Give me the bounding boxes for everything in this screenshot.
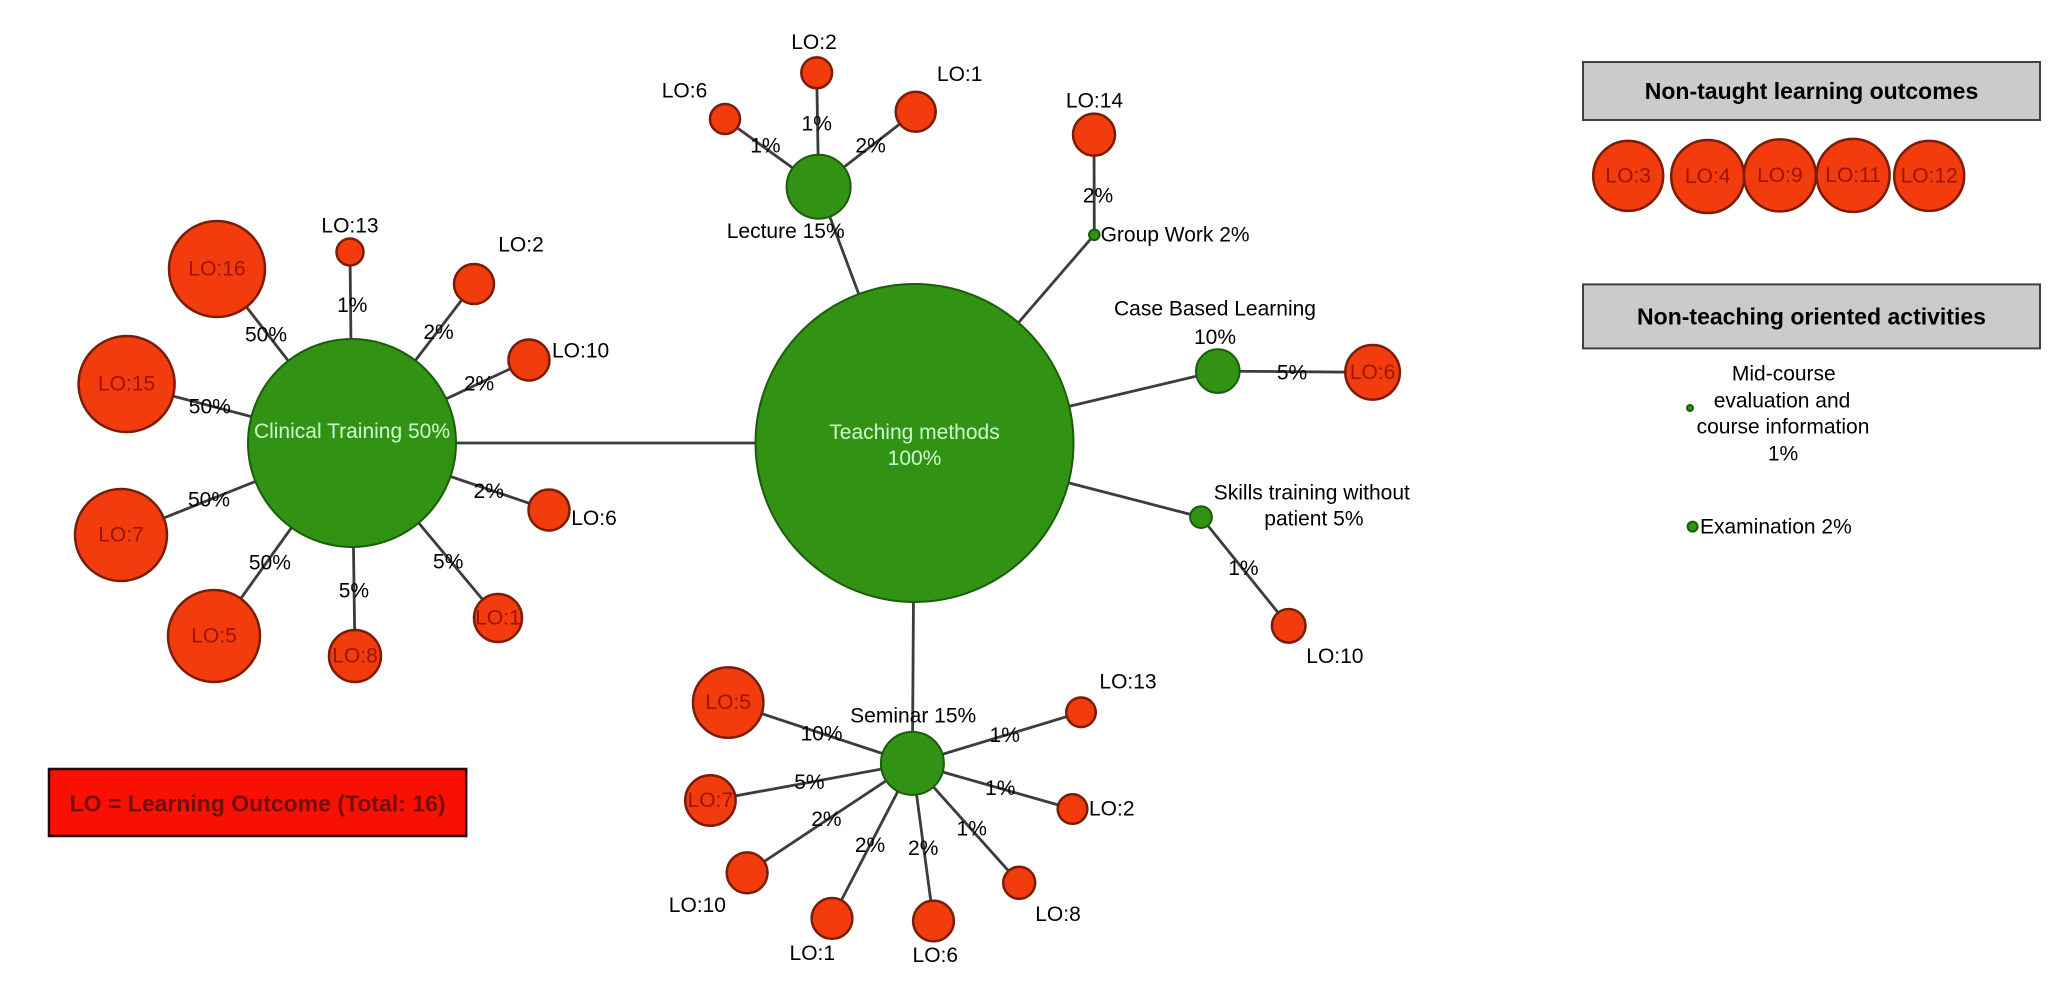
svg-text:LO:6: LO:6 [1350, 361, 1396, 384]
svg-text:LO:1: LO:1 [790, 942, 836, 965]
svg-text:5%: 5% [339, 580, 369, 603]
svg-text:Lecture 15%: Lecture 15% [727, 220, 845, 243]
svg-text:Mid-course: Mid-course [1732, 363, 1836, 386]
svg-text:LO:6: LO:6 [662, 80, 708, 103]
svg-text:LO:8: LO:8 [332, 645, 378, 668]
svg-text:LO:1: LO:1 [937, 63, 983, 86]
svg-text:LO:13: LO:13 [1099, 670, 1156, 693]
svg-text:Non-taught learning outcomes: Non-taught learning outcomes [1645, 78, 1979, 104]
svg-text:LO:1: LO:1 [475, 607, 521, 630]
svg-text:LO:15: LO:15 [98, 373, 155, 396]
svg-text:LO = Learning Outcome (Total:: LO = Learning Outcome (Total: 16) [70, 791, 446, 817]
svg-text:50%: 50% [188, 489, 230, 512]
svg-text:LO:2: LO:2 [791, 31, 837, 54]
svg-text:LO:2: LO:2 [1089, 798, 1135, 821]
svg-text:1%: 1% [802, 112, 832, 135]
svg-text:2%: 2% [423, 321, 453, 344]
svg-text:LO:2: LO:2 [498, 234, 544, 257]
svg-text:1%: 1% [957, 818, 987, 841]
svg-text:LO:5: LO:5 [191, 625, 237, 648]
svg-text:LO:3: LO:3 [1605, 164, 1651, 187]
svg-text:Case Based Learning: Case Based Learning [1114, 298, 1316, 321]
svg-text:LO:16: LO:16 [188, 258, 245, 281]
svg-text:LO:14: LO:14 [1066, 89, 1124, 112]
svg-text:1%: 1% [1228, 557, 1258, 580]
svg-text:LO:7: LO:7 [688, 789, 734, 812]
svg-text:Examination 2%: Examination 2% [1700, 516, 1852, 539]
svg-text:LO:11: LO:11 [1825, 164, 1881, 187]
svg-text:2%: 2% [811, 808, 841, 831]
svg-text:LO:8: LO:8 [1035, 903, 1081, 926]
svg-text:LO:12: LO:12 [1901, 164, 1958, 187]
svg-text:Non-teaching oriented activiti: Non-teaching oriented activities [1637, 303, 1986, 329]
svg-text:LO:10: LO:10 [552, 340, 609, 363]
svg-text:50%: 50% [189, 396, 231, 419]
svg-text:LO:9: LO:9 [1757, 164, 1803, 187]
svg-text:evaluation and: evaluation and [1714, 389, 1851, 412]
svg-text:course information: course information [1697, 416, 1870, 439]
svg-text:LO:4: LO:4 [1685, 165, 1731, 188]
svg-text:1%: 1% [985, 777, 1015, 800]
svg-text:Skills training without: Skills training without [1214, 482, 1410, 505]
svg-text:LO:10: LO:10 [1306, 645, 1363, 668]
svg-text:LO:5: LO:5 [705, 691, 751, 714]
svg-text:2%: 2% [908, 837, 938, 860]
svg-text:LO:6: LO:6 [913, 944, 959, 967]
svg-text:LO:6: LO:6 [571, 507, 617, 530]
svg-text:10%: 10% [801, 723, 843, 746]
svg-text:LO:13: LO:13 [321, 215, 378, 238]
svg-text:patient 5%: patient 5% [1264, 508, 1363, 531]
svg-text:Teaching methods: Teaching methods [829, 421, 999, 444]
svg-text:LO:7: LO:7 [98, 524, 144, 547]
svg-text:Seminar 15%: Seminar 15% [850, 705, 976, 728]
svg-text:2%: 2% [1083, 185, 1113, 208]
svg-text:LO:10: LO:10 [669, 894, 726, 917]
svg-text:1%: 1% [750, 135, 780, 158]
svg-text:50%: 50% [245, 323, 287, 346]
svg-text:2%: 2% [855, 834, 885, 857]
svg-text:Clinical Training 50%: Clinical Training 50% [254, 420, 450, 443]
svg-text:5%: 5% [1277, 362, 1307, 385]
svg-text:100%: 100% [888, 447, 942, 470]
svg-text:50%: 50% [249, 552, 291, 575]
svg-text:1%: 1% [1768, 443, 1798, 466]
svg-text:2%: 2% [855, 135, 885, 158]
svg-text:1%: 1% [337, 294, 367, 317]
svg-text:2%: 2% [474, 480, 504, 503]
svg-text:2%: 2% [464, 372, 494, 395]
svg-text:5%: 5% [433, 550, 463, 573]
svg-text:Group Work 2%: Group Work 2% [1101, 223, 1250, 246]
svg-text:1%: 1% [990, 724, 1020, 747]
svg-text:10%: 10% [1194, 326, 1236, 349]
svg-text:5%: 5% [794, 771, 824, 794]
